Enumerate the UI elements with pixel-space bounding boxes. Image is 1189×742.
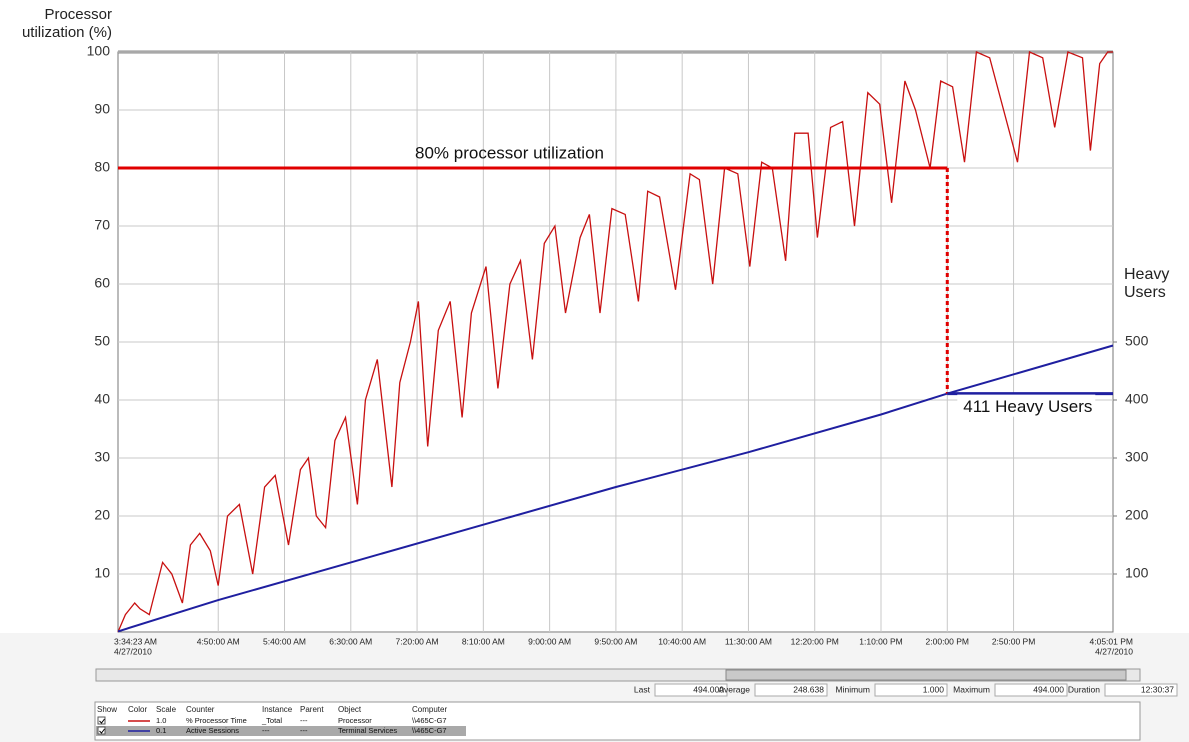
stat-box [994,683,1068,697]
checkmark [99,728,105,734]
y-tick-label: 40 [94,391,110,407]
show-checkbox[interactable] [97,716,106,725]
y-tick-label: 60 [94,275,110,291]
scroll-thumb[interactable] [725,669,1127,681]
stat-label: Last [634,684,651,694]
table-header: Color [128,705,147,714]
stat-value: 248.638 [793,684,824,694]
selected-row [96,726,466,736]
x-tick-label: 12:20:00 PM [791,636,839,646]
x-tick-label: 9:00:00 AM [528,636,571,646]
table-header: Parent [300,705,324,714]
x-tick-label: 9:50:00 AM [594,636,637,646]
x-tick-label: 3:34:23 AM [114,636,157,646]
table-header: Counter [186,705,215,714]
table-cell: --- [300,716,308,725]
table-header: Object [338,705,362,714]
y-tick-label: 80 [94,159,110,175]
x-tick-label: 10:40:00 AM [658,636,706,646]
table-cell: Terminal Services [338,726,397,735]
threshold-label: 80% processor utilization [415,143,604,162]
y-axis-title: Processor utilization (%) [21,6,112,41]
stat-label: Maximum [953,684,990,694]
y-tick-label: 90 [94,101,110,117]
stat-value: 12:30:37 [1141,684,1174,694]
x-tick-label: 8:10:00 AM [462,636,505,646]
y2-tick-label: 400 [1125,391,1149,407]
table-cell: % Processor Time [186,716,247,725]
table-cell: \\465C-G7 [412,726,447,735]
x-tick-label: 7:20:00 AM [396,636,439,646]
stat-box [874,683,948,697]
x-tick-label: 11:30:00 AM [725,636,772,646]
users-label-bg [957,394,1096,417]
y-tick-label: 100 [87,43,111,59]
y2-tick-label: 500 [1125,333,1149,349]
stat-box [754,683,828,697]
table-cell: --- [262,726,270,735]
x-tick-label: 2:50:00 PM [992,636,1035,646]
y-tick-label: 50 [94,333,110,349]
stat-label: Duration [1068,684,1100,694]
y2-axis-title: Heavy Users [1124,266,1170,301]
stat-box [654,683,728,697]
stat-label: Minimum [836,684,870,694]
x-tick-label: 2:00:00 PM [926,636,969,646]
stat-value: 1.000 [923,684,945,694]
stat-label: Average [718,684,750,694]
table-cell: Processor [338,716,372,725]
y-tick-label: 10 [94,565,110,581]
y2-tick-label: 100 [1125,565,1149,581]
table-cell: --- [300,726,308,735]
series-line [117,51,1113,633]
stat-value: 494.000 [693,684,724,694]
x-tick-date: 4/27/2010 [1095,646,1133,656]
x-tick-label: 4:05:01 PM [1090,636,1133,646]
y-tick-label: 20 [94,507,110,523]
y-tick-label: 30 [94,449,110,465]
table-cell: \\465C-G7 [412,716,447,725]
x-tick-label: 5:40:00 AM [263,636,306,646]
x-tick-date: 4/27/2010 [114,646,152,656]
stat-value: 494.000 [1033,684,1064,694]
users-label: 411 Heavy Users [963,397,1092,416]
show-checkbox[interactable] [97,726,106,735]
table-header: Scale [156,705,177,714]
y2-tick-label: 300 [1125,449,1149,465]
y2-tick-label: 200 [1125,507,1149,523]
x-tick-label: 4:50:00 AM [197,636,240,646]
series-line [117,344,1114,633]
y-tick-label: 70 [94,217,110,233]
table-cell: 0.1 [156,726,166,735]
table-cell: Active Sessions [186,726,239,735]
x-tick-label: 1:10:00 PM [859,636,902,646]
table-header: Computer [412,705,447,714]
table-header: Instance [262,705,293,714]
x-tick-label: 6:30:00 AM [329,636,372,646]
table-cell: 1.0 [156,716,166,725]
stat-box [1104,683,1178,697]
table-header: Show [97,705,117,714]
table-cell: _Total [261,716,282,725]
checkmark [99,718,105,724]
